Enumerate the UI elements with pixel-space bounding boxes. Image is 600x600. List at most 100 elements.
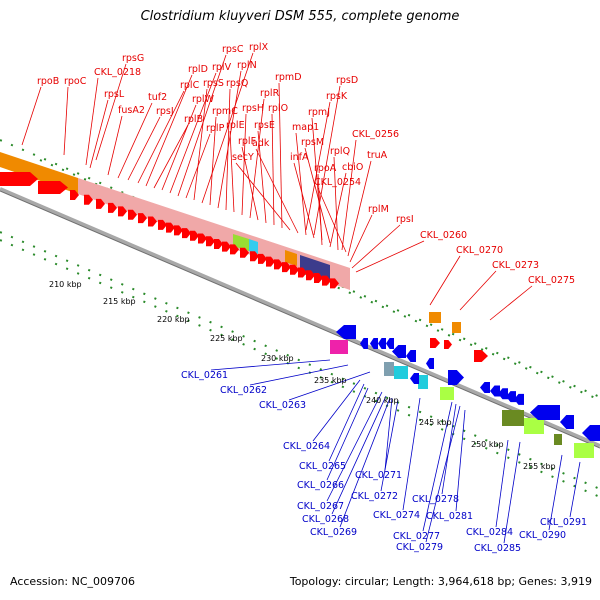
forward-gene-label: CKL_0270	[456, 245, 503, 256]
reverse-gene-label: CKL_0271	[355, 470, 402, 481]
forward-leader-line	[347, 160, 372, 257]
magenta-gene	[330, 340, 348, 354]
scale-tick-label: 215 kbp	[103, 297, 136, 306]
forward-gene-label: infA	[290, 152, 309, 163]
reverse-leader-line	[425, 405, 461, 543]
forward-gene-label: adk	[252, 138, 270, 149]
reverse-leader-line	[210, 359, 331, 371]
forward-gene-label: CKL_0260	[420, 230, 467, 241]
forward-leader-line	[489, 285, 533, 321]
reverse-gene-label: CKL_0269	[310, 527, 357, 538]
forward-gene-label: rplE	[226, 120, 245, 131]
reverse-gene-label: CKL_0281	[426, 511, 473, 522]
forward-gene-label: rplX	[249, 42, 269, 53]
forward-leader-line	[255, 148, 299, 234]
reverse-leader-line	[326, 387, 369, 481]
forward-leader-line	[317, 173, 323, 246]
green-gene	[440, 387, 454, 400]
forward-leader-line	[177, 54, 227, 197]
page-title: Clostridium kluyveri DSM 555, complete g…	[140, 9, 460, 24]
forward-leader-line	[351, 224, 401, 269]
forward-gene-arrow	[474, 350, 488, 362]
forward-gene-label: rpoC	[64, 76, 87, 87]
forward-gene-arrow	[84, 194, 93, 205]
forward-gene-arrow	[190, 230, 199, 241]
reverse-gene-arrow	[426, 358, 434, 369]
forward-gene-label: rplW	[192, 94, 215, 105]
forward-gene-arrow	[322, 275, 331, 286]
forward-leader-line	[217, 70, 242, 209]
orange-gene	[429, 312, 441, 323]
reverse-leader-line	[380, 399, 399, 492]
forward-gene-arrow	[70, 190, 79, 200]
forward-gene-label: rpsC	[222, 44, 244, 55]
forward-gene-label: rpoA	[314, 163, 337, 174]
forward-gene-arrow	[182, 228, 191, 239]
forward-gene-label: rplM	[368, 204, 389, 215]
reverse-gene-arrow	[530, 405, 560, 420]
cyan-marker	[249, 239, 258, 254]
scale-tick-label: 250 kbp	[471, 440, 504, 449]
reverse-gene-arrow	[360, 338, 368, 349]
forward-gene-arrow	[250, 251, 259, 262]
forward-gene-label: rplQ	[330, 146, 350, 157]
forward-gene-arrow	[258, 253, 267, 264]
forward-gene-label: CKL_0254	[314, 177, 361, 188]
forward-gene-arrow	[444, 340, 452, 349]
forward-gene-label: rplR	[260, 88, 280, 99]
forward-gene-label: rpsI	[396, 214, 414, 225]
forward-gene-label: CKL_0273	[492, 260, 539, 271]
reverse-leader-line	[503, 441, 521, 544]
forward-gene-arrow	[230, 244, 239, 255]
forward-gene-label: CKL_0256	[352, 129, 399, 140]
dot-row	[0, 231, 600, 490]
forward-gene-label: rpsL	[104, 89, 125, 100]
reverse-gene-label: CKL_0261	[181, 370, 228, 381]
forward-leader-line	[209, 116, 217, 206]
forward-gene-label: secY	[232, 152, 254, 163]
label-leader-lines	[21, 52, 581, 544]
reverse-gene-label: CKL_0268	[302, 514, 349, 525]
reverse-gene-arrow	[386, 338, 394, 349]
gene-features	[0, 172, 600, 458]
reverse-gene-label: CKL_0290	[519, 530, 566, 541]
dot-row	[0, 139, 600, 398]
forward-gene-label: rpmJ	[308, 107, 330, 118]
reverse-leader-line	[455, 409, 466, 512]
forward-leader-line	[241, 146, 259, 221]
forward-gene-label: rplD	[188, 64, 208, 75]
reverse-leader-line	[402, 397, 421, 511]
scale-tick-label: 220 kbp	[157, 315, 190, 324]
forward-leader-line	[304, 147, 331, 244]
scale-tick-label: 255 kbp	[523, 462, 556, 471]
forward-gene-label: rplC	[180, 80, 200, 91]
forward-gene-arrow	[174, 225, 183, 236]
forward-gene-arrow	[430, 338, 440, 348]
forward-leader-line	[201, 52, 254, 204]
reverse-gene-label: CKL_0262	[220, 385, 267, 396]
green-gene	[574, 443, 594, 458]
forward-gene-label: rpsJ	[156, 106, 174, 117]
reverse-gene-label: CKL_0278	[412, 494, 459, 505]
reverse-leader-line	[288, 371, 371, 401]
green-gene	[524, 418, 544, 434]
forward-gene-arrow	[166, 222, 175, 233]
dot-row	[0, 239, 600, 498]
forward-gene-label: rplO	[268, 103, 288, 114]
grid-dots	[0, 139, 600, 498]
forward-leader-line	[127, 116, 161, 181]
forward-gene-arrow	[274, 259, 283, 270]
reverse-gene-arrow	[560, 415, 574, 429]
forward-leader-line	[153, 124, 189, 189]
forward-leader-line	[295, 132, 307, 236]
reverse-gene-arrow	[370, 338, 378, 349]
scale-tick-label: 225 kbp	[210, 334, 243, 343]
forward-leader-line	[329, 172, 347, 248]
reverse-leader-line	[495, 439, 509, 528]
forward-leader-line	[349, 214, 373, 263]
orange-gene	[452, 322, 461, 333]
forward-leader-line	[85, 77, 99, 166]
